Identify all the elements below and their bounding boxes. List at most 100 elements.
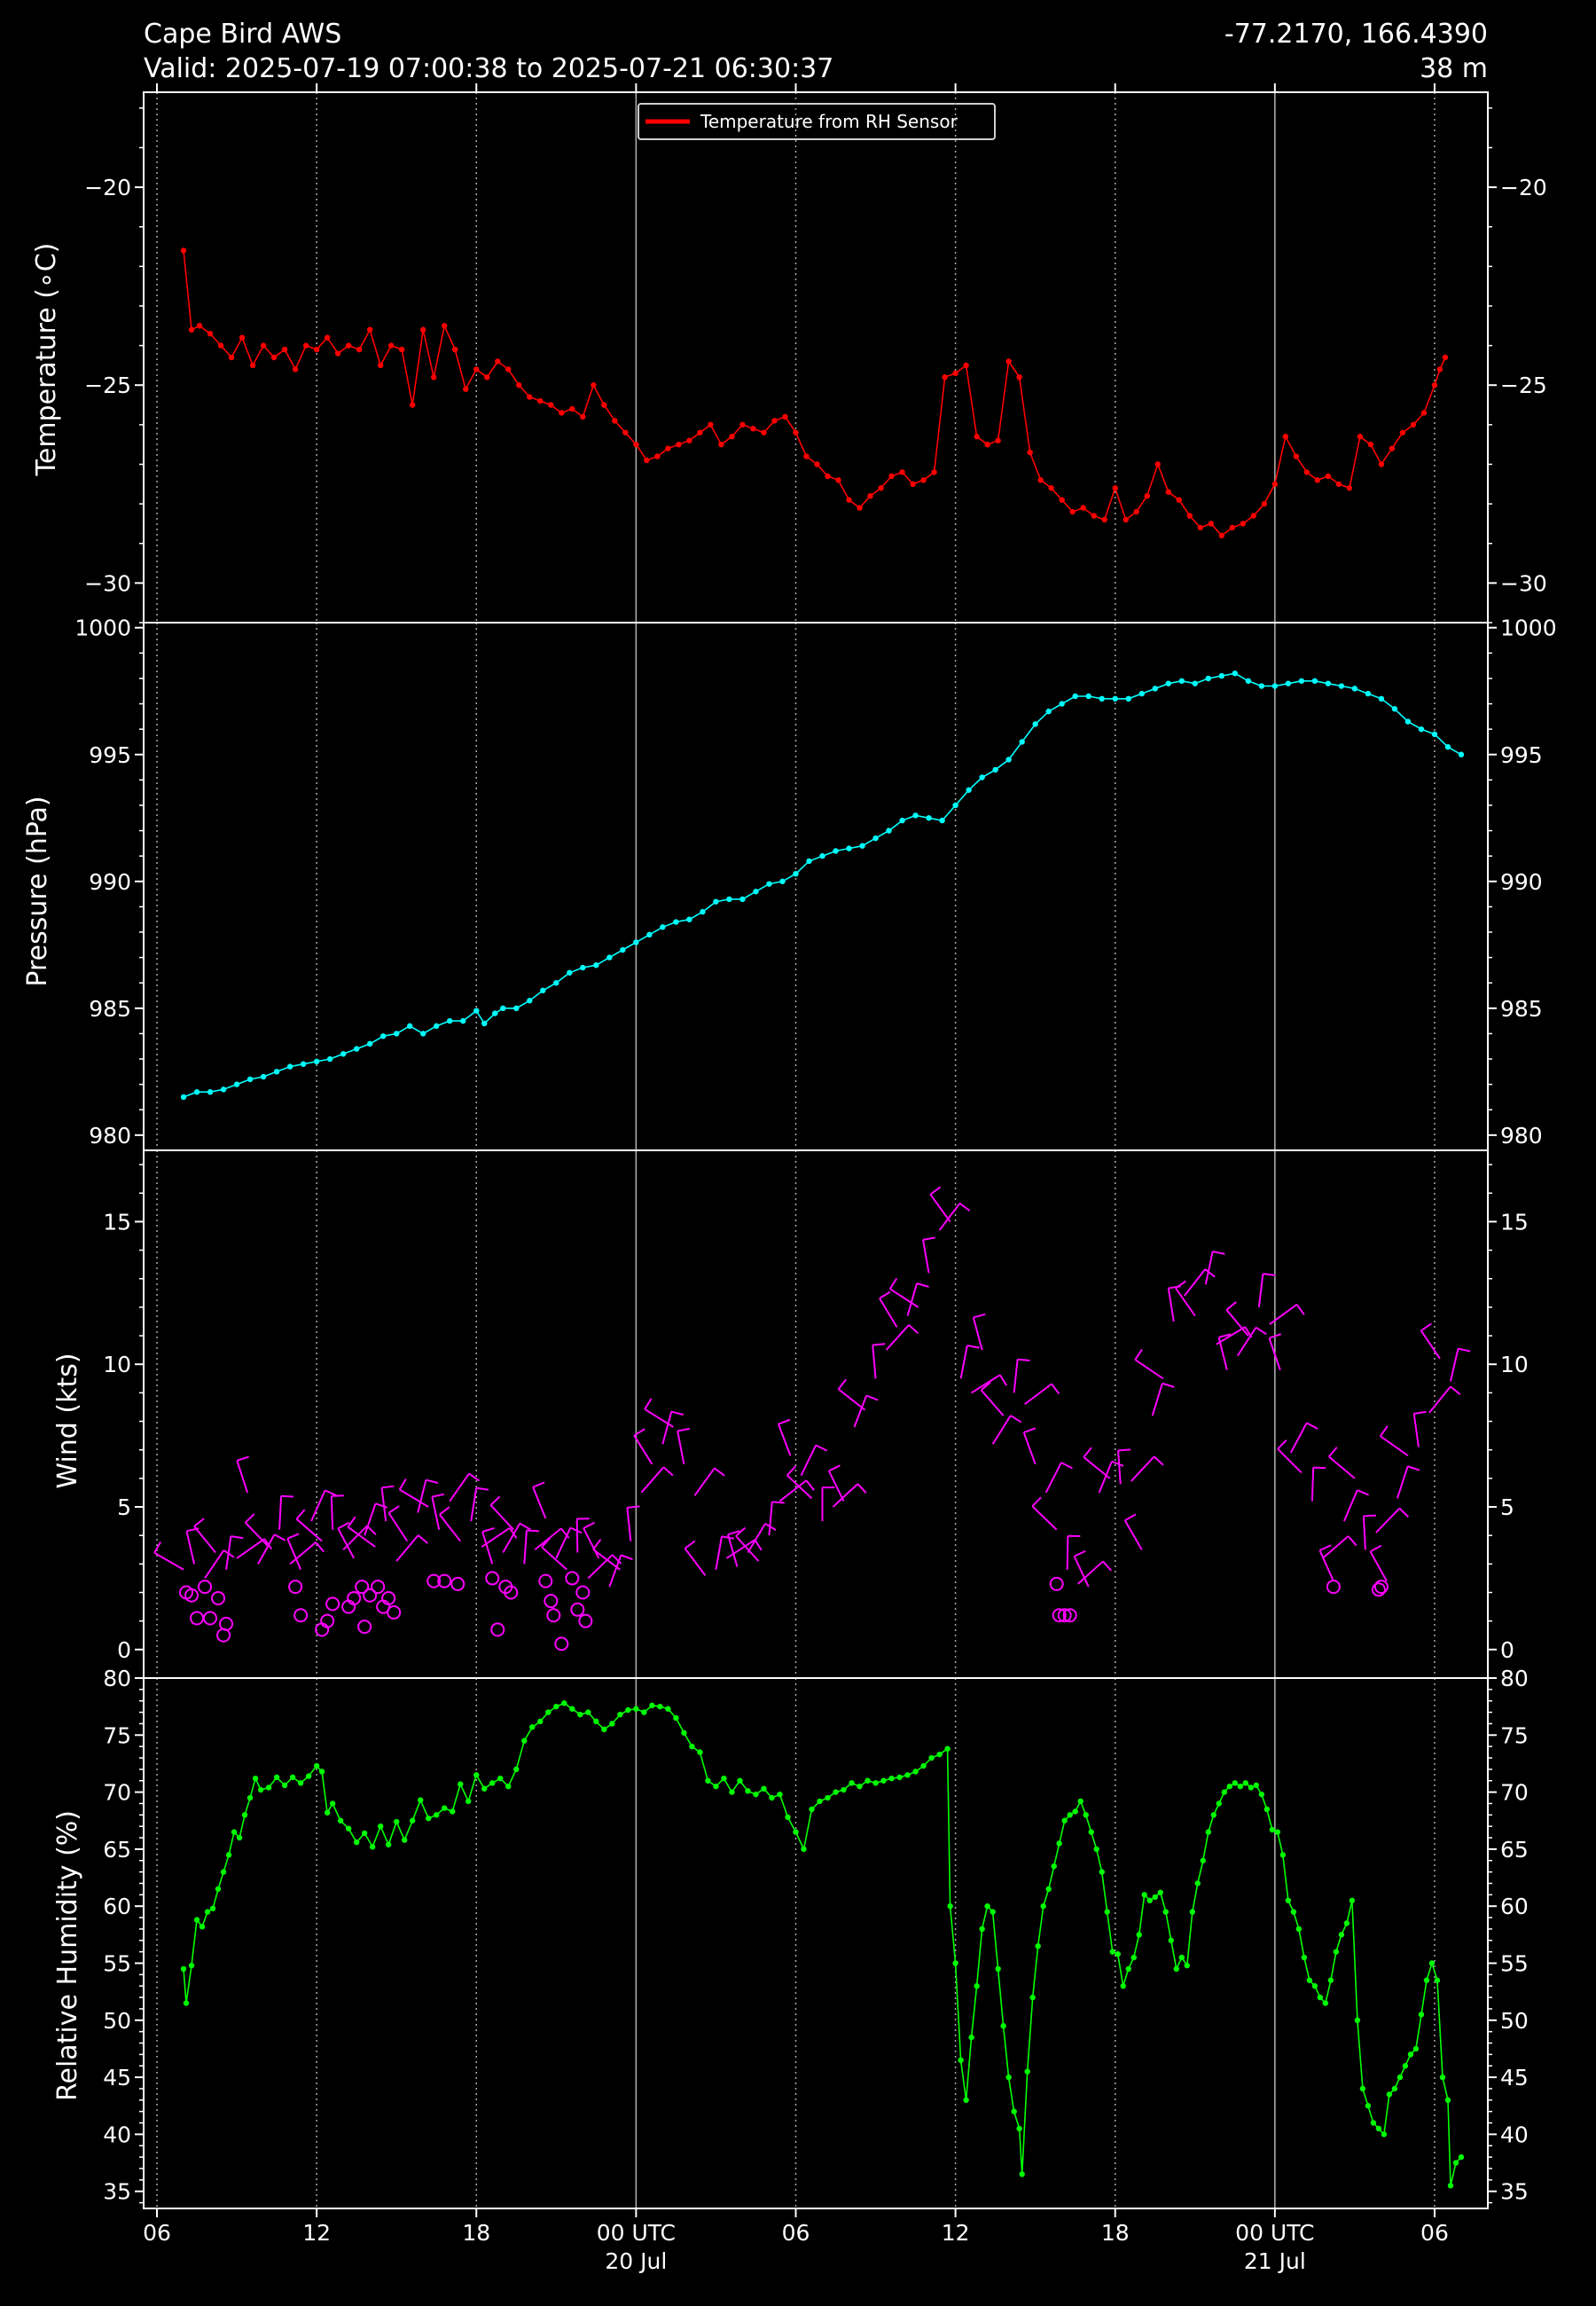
humidity-point (1104, 1909, 1110, 1915)
temperature-point (1420, 410, 1428, 416)
wind-barb (193, 1526, 216, 1554)
humidity-point (577, 1711, 583, 1718)
pressure-point (793, 870, 799, 877)
wind-barb-flag (633, 1428, 645, 1437)
humidity-point (801, 1846, 807, 1853)
wind-barb (661, 1411, 673, 1445)
wind-barb-flag (998, 1374, 1008, 1386)
temperature-point (697, 429, 703, 435)
wind-barb (399, 1488, 429, 1508)
pressure-point (620, 946, 626, 953)
temperature-point (920, 477, 927, 483)
pressure-point (700, 908, 706, 915)
humidity-point (1311, 1983, 1318, 1989)
humidity-point (1226, 1783, 1233, 1790)
temperature-point (1250, 513, 1257, 519)
pressure-point (660, 924, 666, 930)
wind-barb (1328, 1455, 1356, 1479)
humidity-point (345, 1825, 352, 1831)
temperature-point (1112, 485, 1118, 491)
humidity-point (401, 1837, 408, 1843)
wind-calm-circle (203, 1611, 218, 1626)
humidity-point (963, 2097, 969, 2104)
humidity-point (1019, 2171, 1025, 2177)
wind-barb (633, 1435, 653, 1465)
temperature-point (207, 331, 214, 337)
humidity-point (481, 1785, 488, 1792)
wind-barb-flag (621, 1554, 633, 1561)
wind-barb (153, 1551, 184, 1571)
y-tick-label-left: 1000 (74, 616, 131, 641)
wind-barb (693, 1467, 716, 1496)
wind-barb-flag (1218, 1333, 1232, 1338)
humidity-point (1391, 2085, 1398, 2092)
wind-barb (906, 1282, 919, 1316)
wind-calm-circle (504, 1585, 519, 1600)
humidity-point (1178, 1954, 1185, 1961)
humidity-point (1248, 1784, 1255, 1791)
pressure-point (500, 1005, 506, 1012)
humidity-point (952, 1960, 958, 1966)
temperature-point (1197, 524, 1203, 531)
wind-barb (991, 1415, 1012, 1445)
humidity-point (1279, 1852, 1287, 1858)
temperature-point (366, 326, 373, 333)
pressure-point (886, 827, 892, 834)
temperature-point (1282, 434, 1289, 440)
humidity-point (183, 2000, 190, 2006)
temperature-point (228, 354, 235, 361)
wind-barb (1073, 1556, 1090, 1588)
pressure-point (406, 1023, 413, 1030)
wind-barb-flag (295, 1509, 306, 1520)
wind-barb-flag (1031, 1496, 1042, 1508)
y-tick-label-right: 50 (1500, 2008, 1529, 2034)
wind-barb (872, 1345, 877, 1379)
wind-barb (541, 1546, 567, 1571)
humidity-point (369, 1844, 376, 1850)
temperature-point (1037, 477, 1044, 483)
temperature-point (803, 453, 810, 459)
wind-barb-flag (1379, 1425, 1389, 1437)
humidity-point (984, 1903, 990, 1910)
temperature-point (1208, 521, 1214, 527)
humidity-point (426, 1815, 432, 1822)
temperature-point (516, 382, 522, 388)
wind-barb-flag (966, 1345, 980, 1349)
humidity-point (1040, 1903, 1046, 1910)
wind-barb (431, 1496, 441, 1530)
pressure-point (246, 1076, 254, 1083)
pressure-point (872, 835, 879, 842)
wind-barb-flag (670, 1410, 685, 1416)
pressure-point (1325, 680, 1332, 686)
wind-barb-flag (1023, 1427, 1037, 1434)
wind-barb (1369, 1550, 1388, 1582)
wind-barb-flag (1420, 1322, 1432, 1332)
wind-barb (1236, 1327, 1257, 1357)
humidity-point (1125, 1965, 1131, 1973)
pressure-point (739, 896, 746, 903)
pressure-point (1245, 678, 1252, 684)
temperature-point (974, 434, 980, 440)
humidity-point (1423, 1977, 1430, 1983)
wind-barb-flag (778, 1418, 791, 1425)
y-tick-label-left: −20 (84, 175, 131, 200)
wind-barb (1044, 1462, 1062, 1494)
humidity-point (1029, 1994, 1036, 2001)
humidity-point (721, 1775, 727, 1782)
wind-barb-flag (237, 1455, 249, 1462)
humidity-point (193, 1917, 200, 1923)
humidity-point (1136, 1932, 1142, 1938)
wind-barb (800, 1445, 818, 1477)
x-tick-label: 12 (302, 2220, 331, 2246)
wind-barb-flag (662, 1466, 674, 1477)
wind-barb (278, 1495, 283, 1530)
temperature-point (793, 429, 799, 435)
y-tick-label-left: 15 (103, 1209, 131, 1235)
temperature-point (548, 402, 554, 408)
wind-barb-flag (286, 1533, 300, 1540)
wind-barb-flag (837, 1378, 847, 1390)
humidity-point (1141, 1892, 1147, 1898)
pressure-point (207, 1089, 214, 1095)
humidity-point (450, 1808, 456, 1815)
pressure-point (1431, 731, 1438, 738)
